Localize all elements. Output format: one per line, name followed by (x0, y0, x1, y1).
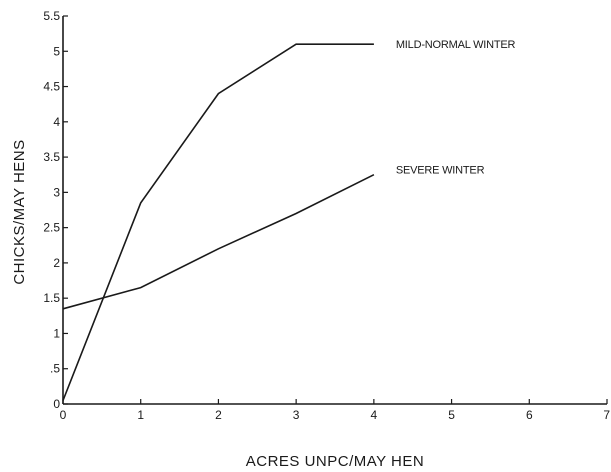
x-tick-label: 0 (60, 408, 67, 422)
y-tick-label: 2 (53, 256, 60, 270)
x-tick-label: 7 (603, 408, 610, 422)
series-label: SEVERE WINTER (396, 165, 485, 177)
x-tick-label: 6 (526, 408, 533, 422)
y-tick-label: 2.5 (43, 221, 60, 235)
series-lines (62, 43, 375, 401)
x-tick-label: 5 (448, 408, 455, 422)
y-tick-label: 5 (53, 44, 60, 58)
x-tick-label: 4 (371, 408, 378, 422)
y-tick-label: 3 (53, 185, 60, 199)
y-tick-label: 3.5 (43, 150, 60, 164)
x-axis-title: ACRES UNPC/MAY HEN (246, 453, 424, 470)
y-tick-label: 0 (53, 397, 60, 411)
series-line-severe-winter (62, 173, 375, 310)
y-axis-ticks: 0 .5 1 1.5 2 2.5 3 3.5 4 4.5 5 5.5 (43, 9, 68, 411)
y-tick-label: 4 (53, 115, 60, 129)
series-label: MILD-NORMAL WINTER (396, 39, 516, 51)
y-tick-label: .5 (50, 362, 60, 376)
series-line-mild-normal-winter (62, 43, 374, 401)
y-tick-label: 5.5 (43, 9, 60, 23)
y-axis-title: CHICKS/MAY HENS (11, 139, 28, 284)
y-tick-label: 4.5 (43, 80, 60, 94)
y-tick-label: 1 (53, 326, 60, 340)
x-tick-label: 3 (293, 408, 300, 422)
x-tick-label: 1 (137, 408, 144, 422)
series-labels: MILD-NORMAL WINTER SEVERE WINTER (396, 39, 516, 177)
x-tick-label: 2 (215, 408, 222, 422)
y-tick-label: 1.5 (43, 291, 60, 305)
x-axis-ticks: 0 1 2 3 4 5 6 7 (60, 399, 610, 422)
